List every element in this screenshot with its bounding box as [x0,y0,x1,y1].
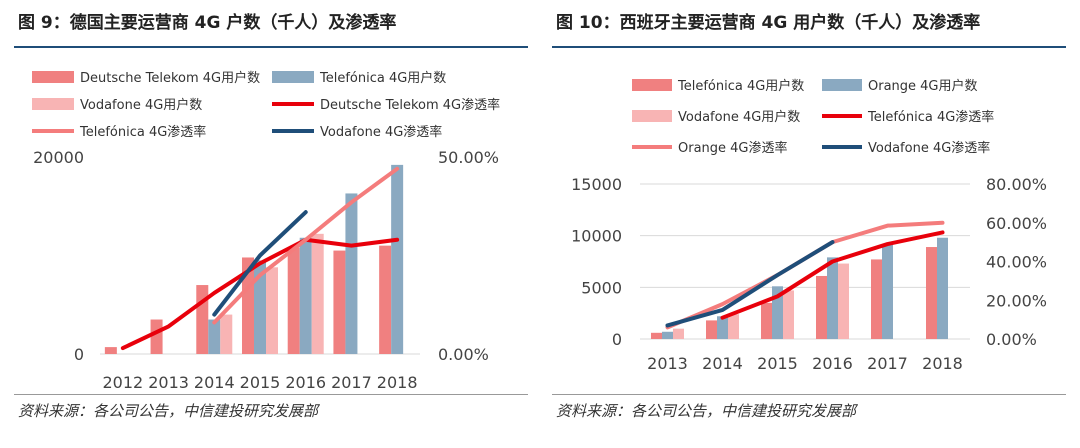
bar [150,319,163,354]
y-left-tick-label: 10000 [571,227,622,246]
legend-swatch [32,71,74,83]
bar [761,302,772,339]
bar [662,331,673,339]
series-line [120,237,400,351]
bar [333,250,346,354]
series-line [720,230,945,320]
y-left-tick-label: 0 [612,330,622,349]
series-line [212,210,308,317]
bar [345,193,358,354]
x-category-label: 2015 [240,373,281,392]
y-left-tick-label: 0 [74,345,84,364]
x-category-label: 2012 [102,373,143,392]
y-right-tick-label: 40.00% [986,253,1047,272]
germany-4g-chart: 0 20000 0.00% 50.00% 2012 2013 2014 2015 2016 201… [32,70,500,392]
bar [266,267,278,354]
legend-label: Vodafone 4G渗透率 [868,140,990,156]
spain-4g-chart: 0 5000 10000 15000 0.00% 20.00% 40.00% 60.00% 80… [571,78,1047,373]
x-category-label: 2017 [331,373,372,392]
bar [104,347,117,354]
x-category-label: 2018 [922,354,963,373]
right-figure-title: 图 10：西班牙主要运营商 4G 用户数（千人）及渗透率 [556,13,981,33]
legend-swatch [632,110,672,122]
x-category-label: 2014 [194,373,235,392]
series-line [212,166,400,325]
legend-label: Deutsche Telekom 4G渗透率 [320,97,500,113]
legend-label: Vodafone 4G渗透率 [320,124,442,140]
y-right-tick-label: 0.00% [986,330,1037,349]
y-right-tick-label: 60.00% [986,214,1047,233]
bar [706,320,717,339]
legend-label: Orange 4G渗透率 [678,140,788,156]
bar [287,247,300,354]
right-bottom-rule [552,394,1066,395]
bar [391,164,404,354]
y-right-tick-label: 20.00% [986,291,1047,310]
x-category-label: 2016 [812,354,853,373]
legend-swatch [632,79,672,91]
y-left-tick-label: 15000 [571,175,622,194]
right-title-rule [552,46,1066,48]
left-figure-title: 图 9：德国主要运营商 4G 户数（千人）及渗透率 [18,13,397,33]
legend-label: Telefónica 4G渗透率 [79,124,206,140]
bar [242,257,254,354]
bar [871,259,882,339]
legend-swatch [822,79,862,91]
bar [673,328,684,339]
y-left-tick-label: 20000 [33,148,84,167]
left-title-rule [14,46,528,48]
left-bottom-rule [14,394,528,395]
legend-label: Telefónica 4G用户数 [319,70,446,86]
bar [220,314,233,354]
y-right-tick-label: 0.00% [438,345,489,364]
x-category-label: 2013 [647,354,688,373]
y-right-tick-label: 50.00% [438,148,499,167]
bar [827,257,838,339]
right-source-note: 资料来源：各公司公告，中信建投研究发展部 [556,402,857,420]
bar [882,243,893,339]
legend-swatch [272,71,314,83]
bar [772,286,783,339]
bar [208,319,221,354]
bar [379,245,392,354]
legend-swatch [32,98,74,110]
legend-label: Vodafone 4G用户数 [678,109,800,125]
legend-label: Telefónica 4G用户数 [677,78,804,94]
bar [926,247,937,339]
legend-label: Deutsche Telekom 4G用户数 [80,70,260,86]
bar [311,233,324,354]
bar [937,237,948,339]
x-category-label: 2018 [377,373,418,392]
legend-label: Telefónica 4G渗透率 [867,109,994,125]
bar [728,314,739,339]
bar [816,275,827,339]
bar [783,290,794,339]
x-category-label: 2015 [757,354,798,373]
bar [196,285,209,354]
x-category-label: 2013 [148,373,189,392]
left-source-note: 资料来源：各公司公告，中信建投研究发展部 [18,402,319,420]
bar [299,237,312,354]
series-line [665,240,835,328]
bar [651,332,662,339]
x-category-label: 2017 [867,354,908,373]
bar [717,316,728,339]
legend-label: Vodafone 4G用户数 [80,97,202,113]
x-category-label: 2016 [285,373,326,392]
y-right-tick-label: 80.00% [986,175,1047,194]
legend-label: Orange 4G用户数 [868,78,978,94]
bar [254,260,266,354]
y-left-tick-label: 5000 [581,278,622,297]
x-category-label: 2014 [702,354,743,373]
bar [838,263,849,339]
series-line [665,220,945,330]
